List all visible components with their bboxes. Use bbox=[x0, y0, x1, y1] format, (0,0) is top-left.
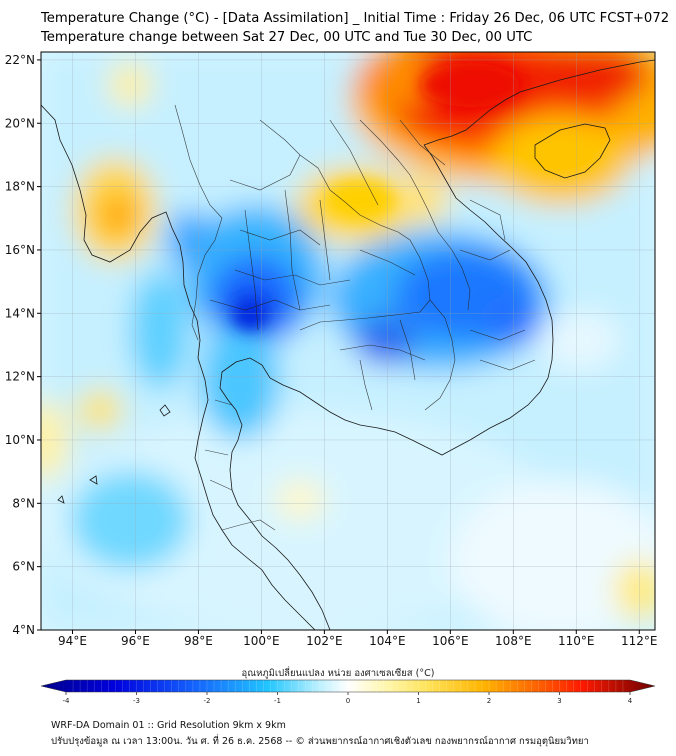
footer-credit: ปรับปรุงข้อมูล ณ เวลา 13:00น. วัน ศ. ที่… bbox=[51, 736, 589, 747]
plot-frame bbox=[40, 51, 656, 631]
lon-tick-label: 110°E bbox=[558, 634, 595, 648]
coastlines bbox=[41, 59, 655, 630]
lat-tick-label: 18°N bbox=[5, 180, 35, 194]
lon-tick-label: 108°E bbox=[495, 634, 532, 648]
lon-tick-label: 104°E bbox=[369, 634, 406, 648]
lon-tick-label: 98°E bbox=[184, 634, 213, 648]
lat-tick-label: 20°N bbox=[5, 116, 35, 130]
lat-tick-label: 14°N bbox=[5, 306, 35, 320]
colorbar-segments bbox=[72, 680, 624, 692]
colorbar-tick-label: -2 bbox=[204, 697, 211, 705]
colorbar-tick-label: 1 bbox=[416, 697, 420, 705]
lat-axis: 22°N 20°N 18°N 16°N 14°N 12°N 10°N 8°N 6°N 4°N bbox=[5, 53, 41, 637]
colorbar-tick-label: 0 bbox=[346, 697, 350, 705]
grid-lines bbox=[41, 52, 655, 630]
lat-tick-label: 4°N bbox=[12, 623, 35, 637]
lon-tick-label: 100°E bbox=[243, 634, 280, 648]
lon-tick-label: 102°E bbox=[306, 634, 343, 648]
colorbar-tick-label: 3 bbox=[557, 697, 561, 705]
footer-model-info: WRF-DA Domain 01 :: Grid Resolution 9km … bbox=[51, 720, 286, 731]
colorbar-tick-label: -4 bbox=[63, 697, 71, 705]
lon-axis: 94°E 96°E 98°E 100°E 102°E 104°E 106°E 108°E 110… bbox=[58, 630, 658, 648]
country-borders bbox=[174, 104, 536, 531]
lon-tick-label: 112°E bbox=[621, 634, 658, 648]
colorbar-ticks: -4 -3 -2 -1 0 1 2 3 4 bbox=[63, 692, 633, 705]
colorbar-tick-label: -3 bbox=[133, 697, 140, 705]
temperature-field bbox=[41, 52, 655, 630]
lat-tick-label: 6°N bbox=[12, 560, 35, 574]
colorbar-tick-label: -1 bbox=[274, 697, 281, 705]
lat-tick-label: 16°N bbox=[5, 243, 35, 257]
lat-tick-label: 8°N bbox=[12, 496, 35, 510]
lat-tick-label: 12°N bbox=[5, 370, 35, 384]
lon-tick-label: 106°E bbox=[432, 634, 469, 648]
map-title: Temperature Change (°C) - [Data Assimila… bbox=[41, 11, 670, 26]
map-subtitle: Temperature change between Sat 27 Dec, 0… bbox=[41, 30, 533, 45]
lon-tick-label: 96°E bbox=[121, 634, 150, 648]
lat-tick-label: 22°N bbox=[5, 53, 35, 67]
lon-tick-label: 94°E bbox=[58, 634, 87, 648]
lat-tick-label: 10°N bbox=[5, 433, 35, 447]
colorbar: -4 -3 -2 -1 0 1 2 3 4 bbox=[40, 679, 656, 705]
colorbar-tick-label: 4 bbox=[628, 697, 633, 705]
colorbar-tick-label: 2 bbox=[487, 697, 491, 705]
colorbar-label: อุณหภูมิเปลี่ยนแปลง หน่วย องศาเซลเซียส (… bbox=[241, 668, 435, 679]
